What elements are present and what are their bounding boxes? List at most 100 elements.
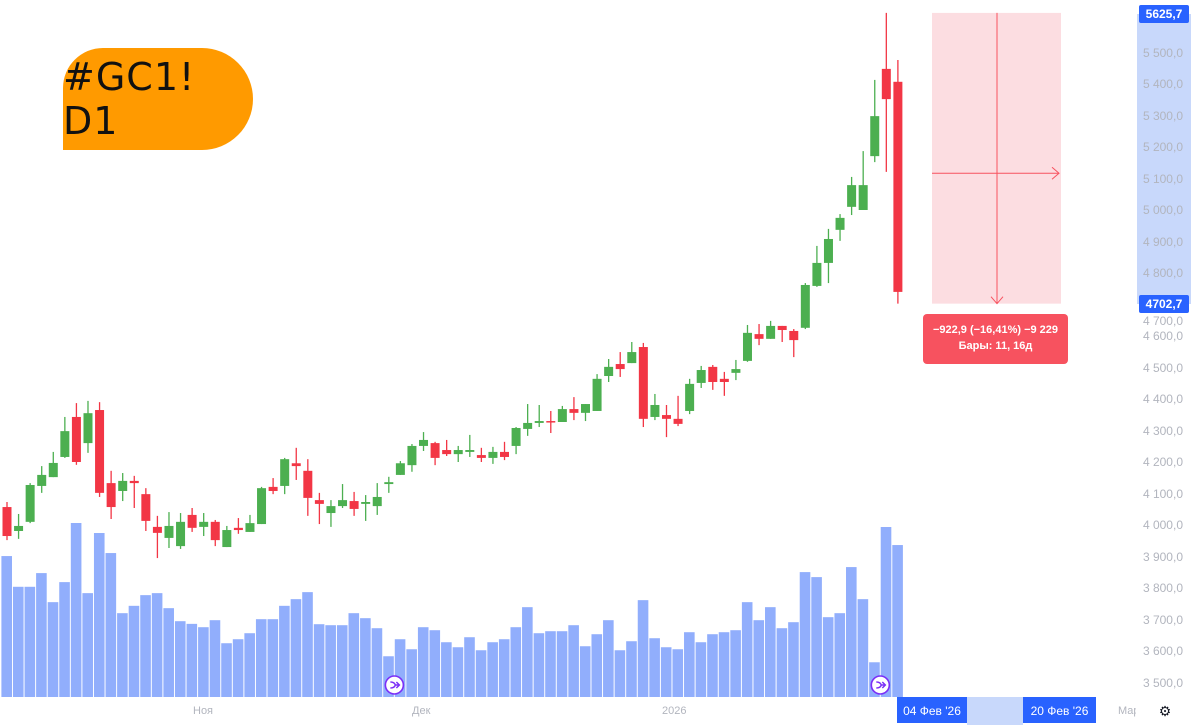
candle-body — [303, 470, 313, 498]
candle — [766, 320, 776, 339]
high-price-tag: 5625,7 — [1139, 4, 1189, 23]
candle — [453, 445, 463, 462]
candle-body — [338, 500, 348, 507]
volume-bar — [394, 639, 406, 697]
candle — [25, 483, 35, 524]
candle — [696, 365, 706, 388]
candle — [708, 364, 718, 390]
volume-bar — [279, 605, 290, 697]
candle-body — [569, 409, 579, 413]
candle-body — [314, 500, 324, 504]
event-markers — [384, 675, 891, 695]
candle — [2, 502, 12, 541]
volume-bar — [336, 625, 348, 697]
candle — [233, 518, 243, 534]
volume-bar — [464, 637, 475, 697]
volume-bar — [59, 582, 70, 697]
candle-body — [372, 496, 382, 507]
candle — [141, 488, 151, 531]
candle — [812, 245, 822, 287]
candle-body — [870, 116, 880, 157]
candle-body — [465, 450, 475, 452]
candle-body — [257, 488, 267, 525]
candle-body — [592, 378, 602, 411]
candle-body — [835, 217, 845, 230]
volume-bar — [186, 623, 198, 697]
candle-body — [534, 421, 544, 423]
candle — [870, 79, 880, 163]
volume-bar — [672, 649, 684, 697]
price-tick-label: 4 200,0 — [1142, 455, 1183, 469]
candle-body — [476, 455, 486, 458]
candle-body — [488, 451, 498, 458]
volume-bar — [360, 618, 371, 697]
candle — [673, 395, 683, 427]
candle — [152, 515, 162, 559]
candle-body — [500, 451, 510, 457]
volume-bar — [70, 523, 82, 697]
candle-body — [627, 352, 637, 364]
volume-bar — [545, 631, 556, 697]
volume-bar — [730, 630, 741, 697]
candle-body — [823, 238, 833, 263]
candle — [210, 519, 220, 547]
volume-bar — [290, 599, 302, 697]
volume-bar — [707, 634, 718, 697]
volume-bar — [834, 613, 846, 697]
candle — [592, 374, 602, 411]
measure-change-text: −922,9 (−16,41%) −9 229 — [932, 324, 1059, 336]
volume-bar — [637, 600, 649, 697]
candle — [430, 441, 440, 466]
candle — [164, 512, 174, 548]
candle — [638, 342, 648, 428]
time-label-mar: Мар — [1118, 705, 1136, 717]
candle — [534, 404, 544, 428]
candle — [71, 403, 81, 465]
candle — [581, 404, 590, 422]
volume-bar — [174, 621, 186, 697]
time-label-dec: Дек — [412, 705, 431, 717]
candle-body — [129, 480, 139, 484]
volume-bar — [498, 639, 510, 697]
settings-icon[interactable]: ⚙ — [1158, 703, 1172, 719]
candle — [557, 405, 567, 422]
candle — [847, 176, 857, 216]
candles — [2, 12, 903, 559]
candle-body — [48, 462, 58, 478]
candle-body — [326, 506, 336, 514]
price-tick-label: 4 000,0 — [1142, 518, 1183, 532]
arrow-icon — [390, 681, 401, 689]
volume-bar — [198, 627, 209, 697]
candle-body — [638, 347, 648, 419]
candle-body — [71, 416, 81, 462]
price-tick-label: 3 500,0 — [1142, 675, 1183, 690]
candle — [14, 513, 24, 539]
volume-bar — [267, 619, 279, 697]
volume-bar — [151, 593, 163, 697]
candle-body — [2, 507, 12, 537]
candle — [106, 470, 116, 520]
volume-bar — [163, 608, 174, 697]
candle-body — [407, 445, 417, 466]
volume-bar — [892, 545, 903, 697]
candle — [661, 404, 671, 438]
volume-bar — [255, 619, 267, 697]
candle-body — [152, 526, 162, 533]
candle-body — [650, 404, 660, 417]
candle-body — [25, 484, 35, 522]
candle-body — [453, 450, 463, 455]
event-marker-icon[interactable] — [870, 675, 891, 695]
candle — [37, 466, 47, 493]
volume-bar — [788, 622, 799, 697]
candle-body — [210, 521, 220, 541]
candle-body — [280, 459, 290, 486]
time-label-nov: Ноя — [193, 705, 214, 717]
event-marker-icon[interactable] — [384, 675, 405, 695]
candle — [176, 513, 186, 549]
volume-bar — [383, 656, 394, 697]
candle — [858, 151, 868, 210]
low-price-tag: 4702,7 — [1139, 294, 1189, 313]
candle — [893, 60, 903, 304]
candle — [546, 410, 556, 434]
